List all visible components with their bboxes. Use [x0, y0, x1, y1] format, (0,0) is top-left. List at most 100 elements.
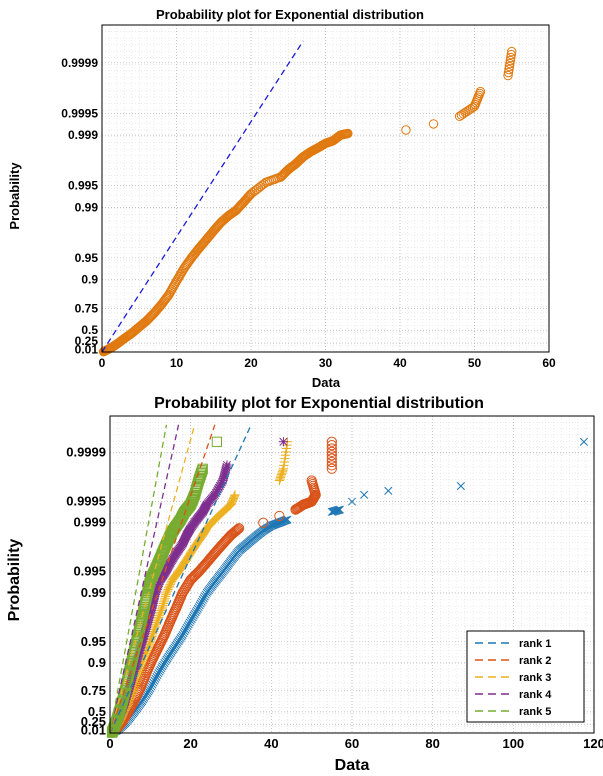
data-point	[326, 443, 337, 454]
y-tick-label: 0.9999	[61, 56, 98, 70]
fit-line	[109, 424, 252, 734]
data-point	[141, 625, 151, 635]
data-point	[333, 506, 342, 515]
data-point	[326, 440, 337, 451]
series-5	[106, 436, 223, 738]
y-tick-label: 0.01	[81, 723, 106, 738]
data-point	[146, 607, 156, 617]
data-point	[505, 55, 516, 66]
data-point	[140, 626, 150, 637]
legend-label: rank 5	[519, 706, 551, 718]
y-tick-label: 0.75	[75, 301, 99, 315]
data-point	[219, 472, 229, 482]
data-point	[347, 497, 357, 506]
data-point	[152, 583, 163, 593]
y-tick-label: 0.25	[75, 334, 99, 348]
data-point	[579, 437, 588, 446]
data-point	[326, 456, 337, 468]
y-tick-label: 0.9	[81, 273, 98, 287]
data-point	[335, 505, 344, 514]
data-point	[192, 480, 203, 492]
data-point	[149, 678, 158, 687]
y-tick-label: 0.9995	[66, 494, 106, 509]
y-tick-label: 0.95	[75, 251, 99, 265]
x-tick-label: 20	[244, 356, 258, 370]
data-point	[229, 491, 240, 501]
data-point	[475, 86, 486, 97]
data-point	[218, 473, 229, 484]
data-point	[148, 680, 157, 689]
x-tick-label: 0	[106, 736, 113, 751]
data-point	[221, 462, 232, 472]
data-point	[343, 128, 353, 139]
data-point	[118, 703, 128, 713]
y-tick-label: 0.01	[75, 343, 99, 357]
x-tick-label: 20	[183, 736, 197, 751]
fit-line	[101, 40, 304, 353]
data-point	[326, 463, 337, 474]
legend-label: rank 4	[519, 689, 552, 701]
data-point	[228, 495, 238, 505]
series-1	[98, 46, 517, 357]
plot-data	[106, 424, 588, 738]
grid	[101, 24, 550, 353]
data-point	[152, 672, 161, 681]
data-point	[326, 450, 337, 461]
data-point	[228, 493, 239, 504]
data-point	[217, 477, 227, 487]
x-tick-label: 10	[170, 356, 184, 370]
data-point	[384, 486, 393, 495]
x-tick-label: 40	[264, 736, 278, 751]
data-point	[117, 705, 127, 716]
x-tick-label: 30	[319, 356, 333, 370]
data-point	[221, 464, 231, 474]
tick-labels: 0 10 20 30 40 50 60 0.010.250.5 0.75 0.9 0.95 0.99 0…	[61, 56, 556, 370]
data-point	[143, 616, 153, 626]
data-point	[503, 70, 513, 81]
x-axis-label: Data	[335, 757, 370, 774]
data-point	[506, 49, 516, 60]
y-axis-label: Probability	[7, 162, 22, 230]
y-tick-label: 0.5	[81, 323, 98, 337]
data-point	[456, 482, 465, 491]
fit-line	[109, 424, 216, 734]
data-point	[212, 486, 222, 496]
data-point	[215, 481, 225, 491]
y-tick-label: 0.99	[75, 200, 99, 214]
data-point	[211, 488, 221, 498]
data-point	[226, 499, 236, 510]
y-tick-label: 0.999	[68, 128, 98, 142]
data-point	[191, 482, 202, 493]
data-point	[119, 700, 129, 710]
plot-area	[101, 24, 550, 353]
legend-box	[466, 630, 585, 723]
data-point	[218, 475, 228, 486]
data-point	[232, 524, 244, 535]
data-point	[227, 497, 237, 507]
data-point	[504, 61, 515, 72]
data-point	[326, 446, 337, 458]
data-point	[334, 505, 343, 514]
data-point	[153, 581, 163, 591]
x-tick-label: 100	[502, 736, 524, 751]
y-tick-label: 0.75	[81, 683, 106, 698]
data-point	[118, 701, 128, 712]
data-point	[154, 578, 164, 588]
y-tick-label: 0.999	[73, 515, 106, 530]
data-point	[401, 125, 411, 135]
data-point	[220, 466, 231, 476]
data-point	[151, 586, 161, 596]
data-point	[283, 515, 292, 524]
y-tick-label: 0.995	[68, 179, 98, 193]
data-point	[139, 630, 149, 640]
x-tick-label: 60	[345, 736, 359, 751]
data-point	[233, 523, 245, 534]
data-point	[146, 684, 155, 693]
data-point	[278, 437, 289, 447]
data-point	[326, 460, 337, 471]
fit-line	[109, 424, 180, 734]
data-point	[278, 465, 288, 475]
legend-label: rank 3	[519, 672, 551, 684]
y-tick-label: 0.95	[81, 634, 106, 649]
